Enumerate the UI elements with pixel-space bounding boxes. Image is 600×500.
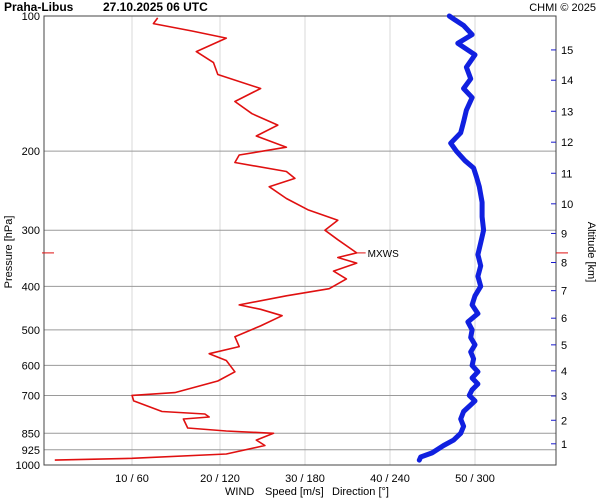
vertical-gridlines — [131, 16, 476, 465]
speed-series-line — [54, 17, 358, 461]
wind-tick-label: 40 / 240 — [370, 473, 410, 485]
wind-tick-label: 50 / 300 — [455, 473, 495, 485]
pressure-tick-labels: 100 200 300 400 500 600 700 850 925 1000 — [16, 11, 40, 472]
altitude-tick-label: 10 — [561, 199, 573, 211]
y-axis-title: Pressure [hPa] — [3, 216, 15, 289]
pressure-tick-label: 200 — [22, 146, 40, 158]
altitude-tick-label: 12 — [561, 137, 573, 149]
sounding-datetime: 27.10.2025 06 UTC — [103, 0, 208, 14]
wind-tick-labels: 10 / 60 20 / 120 30 / 180 40 / 240 50 / 300 — [115, 473, 495, 485]
altitude-tick-label: 2 — [561, 415, 567, 427]
pressure-tick-label: 400 — [22, 281, 40, 293]
y2-axis-title: Altitude [km] — [585, 222, 597, 283]
pressure-tick-label: 100 — [22, 11, 40, 23]
credit-text: CHMI © 2025 — [529, 2, 596, 14]
wind-label: WIND — [225, 486, 254, 498]
pressure-tick-label: 600 — [22, 360, 40, 372]
plot-frame — [43, 15, 557, 466]
pressure-tick-label: 850 — [22, 428, 40, 440]
station-name: Praha-Libus — [4, 0, 74, 14]
altitude-tick-label: 13 — [561, 106, 573, 118]
direction-series-line — [416, 13, 487, 463]
series-layer — [54, 13, 487, 463]
altitude-tick-label: 5 — [561, 340, 567, 352]
wind-tick-label: 10 / 60 — [115, 473, 149, 485]
mxws-annotation-label: MXWS — [368, 249, 399, 260]
altitude-tick-label: 8 — [561, 258, 567, 270]
altitude-tick-label: 3 — [561, 391, 567, 403]
altitude-tick-label: 4 — [561, 366, 567, 378]
pressure-tick-label: 1000 — [16, 460, 40, 472]
altitude-tick-label: 1 — [561, 439, 567, 451]
speed-legend-label: Speed [m/s] — [265, 486, 324, 498]
wind-tick-label: 30 / 180 — [285, 473, 325, 485]
direction-legend-label: Direction [°] — [332, 486, 389, 498]
pressure-tick-label: 700 — [22, 390, 40, 402]
wind-tick-label: 20 / 120 — [200, 473, 240, 485]
altitude-tick-label: 15 — [561, 45, 573, 57]
altitude-tick-label: 9 — [561, 228, 567, 240]
altitude-tick-label: 7 — [561, 286, 567, 298]
pressure-tick-label: 300 — [22, 225, 40, 237]
altitude-tick-label: 6 — [561, 313, 567, 325]
altitude-tick-label: 14 — [561, 75, 573, 87]
pressure-tick-label: 925 — [22, 445, 40, 457]
pressure-tick-label: 500 — [22, 325, 40, 337]
altitude-tick-label: 11 — [561, 168, 572, 180]
